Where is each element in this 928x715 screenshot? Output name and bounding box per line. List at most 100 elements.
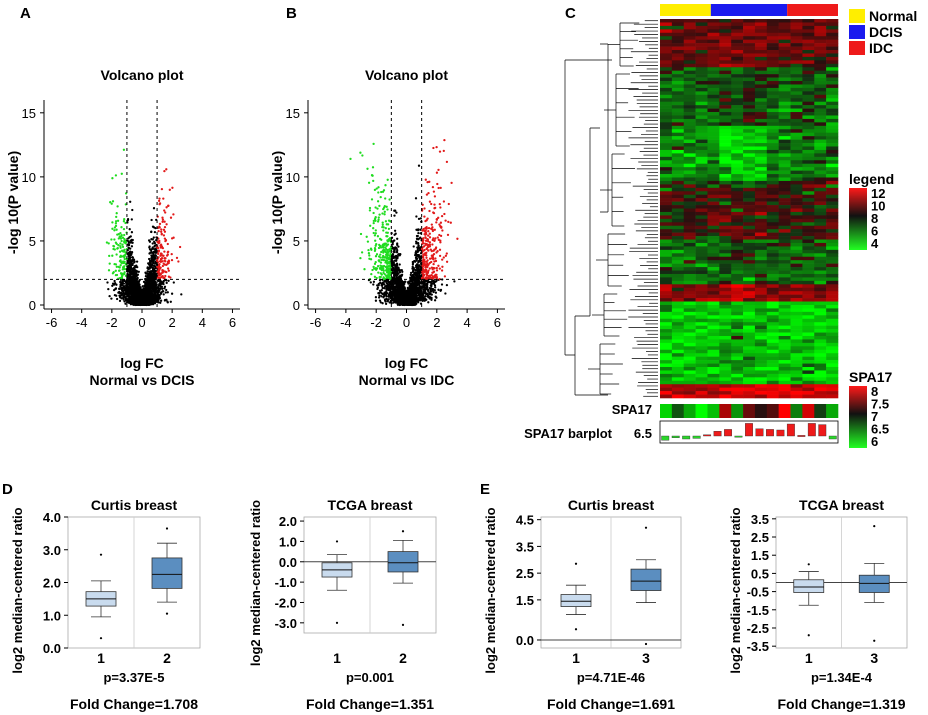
data-point xyxy=(112,245,116,248)
data-point xyxy=(133,303,136,306)
data-point xyxy=(122,284,126,288)
data-point xyxy=(426,285,429,288)
data-point xyxy=(157,246,160,250)
data-point xyxy=(380,292,383,295)
data-point xyxy=(135,284,138,287)
data-point xyxy=(394,256,397,259)
data-point xyxy=(123,265,126,268)
data-point xyxy=(126,294,129,298)
data-point xyxy=(128,256,131,259)
data-point xyxy=(433,299,437,302)
data-point xyxy=(107,242,110,245)
data-point xyxy=(165,223,168,226)
data-point xyxy=(121,243,124,246)
data-point xyxy=(118,276,122,280)
data-point xyxy=(124,203,127,206)
data-point xyxy=(435,171,439,174)
data-point xyxy=(384,197,387,200)
data-point xyxy=(117,244,120,247)
data-point xyxy=(114,273,118,277)
data-point xyxy=(389,295,393,298)
data-point xyxy=(145,303,148,307)
data-point xyxy=(424,178,427,181)
data-point xyxy=(113,238,116,241)
scatter-points xyxy=(349,138,459,307)
data-point xyxy=(150,280,154,283)
data-point xyxy=(124,302,127,305)
data-point xyxy=(374,296,378,299)
data-point xyxy=(433,203,436,206)
data-point xyxy=(427,226,431,230)
data-point xyxy=(415,237,419,240)
data-point xyxy=(159,281,162,284)
data-point xyxy=(144,291,147,294)
data-point xyxy=(120,226,123,229)
data-point xyxy=(151,225,155,228)
data-point xyxy=(165,288,168,292)
data-point xyxy=(148,245,151,248)
data-point xyxy=(165,254,169,257)
data-point xyxy=(152,207,156,210)
data-point xyxy=(434,206,437,210)
data-point xyxy=(438,150,442,153)
data-point xyxy=(374,266,378,270)
data-point xyxy=(395,211,398,214)
data-point xyxy=(419,228,422,231)
data-point xyxy=(132,289,135,292)
data-point xyxy=(396,237,399,240)
data-point xyxy=(444,292,447,295)
data-point xyxy=(131,269,134,273)
data-point xyxy=(381,258,385,261)
data-point xyxy=(152,236,155,239)
data-point xyxy=(374,229,377,232)
data-point xyxy=(114,269,117,272)
y-axis-label: -log 10(P value) xyxy=(269,151,285,254)
data-point xyxy=(122,227,126,231)
data-point xyxy=(149,270,153,273)
data-point xyxy=(122,148,126,151)
data-point xyxy=(162,270,165,273)
data-point xyxy=(161,254,164,257)
data-point xyxy=(147,257,151,261)
data-point xyxy=(159,254,162,257)
panel-label: B xyxy=(286,5,297,22)
data-point xyxy=(359,151,362,154)
data-point xyxy=(166,242,169,246)
data-point xyxy=(158,202,162,205)
data-point xyxy=(152,254,156,257)
data-point xyxy=(430,202,433,206)
data-point xyxy=(425,193,429,196)
data-point xyxy=(114,174,118,177)
data-point xyxy=(153,230,157,234)
data-point xyxy=(395,250,399,254)
data-point xyxy=(129,272,133,275)
data-point xyxy=(111,284,114,287)
data-point xyxy=(436,236,439,239)
data-point xyxy=(367,248,370,252)
data-point xyxy=(133,285,136,288)
data-point xyxy=(428,232,431,235)
data-point xyxy=(398,263,401,266)
data-point xyxy=(109,201,112,204)
data-point xyxy=(447,202,450,206)
data-point xyxy=(349,157,352,161)
data-point xyxy=(110,202,113,205)
data-point xyxy=(153,273,156,277)
data-point xyxy=(427,249,430,252)
data-point xyxy=(383,213,386,216)
data-point xyxy=(367,181,371,184)
data-point xyxy=(113,226,117,229)
data-point xyxy=(374,239,377,242)
data-point xyxy=(430,223,433,226)
data-point xyxy=(381,223,384,226)
y-tick-label: 5 xyxy=(29,234,36,249)
x-tick-label: 2 xyxy=(169,315,176,330)
data-point xyxy=(123,250,126,253)
data-point xyxy=(158,197,161,200)
data-point xyxy=(386,299,389,302)
data-point xyxy=(108,294,111,298)
data-point xyxy=(377,218,380,221)
x-tick-label: -4 xyxy=(340,315,352,330)
data-point xyxy=(373,246,377,250)
data-point xyxy=(382,269,385,272)
